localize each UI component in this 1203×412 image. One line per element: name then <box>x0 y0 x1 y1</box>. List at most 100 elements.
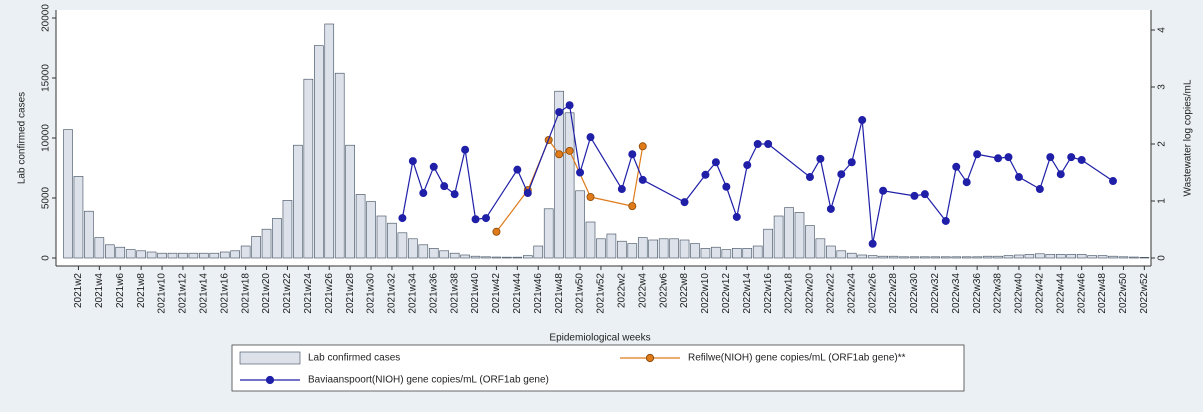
line-segment <box>454 149 466 195</box>
bar <box>1108 255 1118 259</box>
line-segment <box>830 174 842 210</box>
legend-label: Lab confirmed cases <box>308 353 400 364</box>
bar <box>84 210 94 259</box>
point <box>429 162 438 171</box>
point <box>680 198 689 207</box>
bar <box>313 45 324 259</box>
line-segment <box>412 160 424 194</box>
line-segment <box>966 154 978 183</box>
line-segment <box>883 190 915 197</box>
bar <box>940 256 951 259</box>
line-segment <box>485 169 518 219</box>
bar <box>627 243 638 259</box>
point <box>732 212 741 221</box>
bar <box>899 256 909 259</box>
x-tick-label: 2022w44 <box>1055 273 1066 314</box>
bar <box>731 248 742 259</box>
y2-tick-label: 4 <box>1157 27 1168 33</box>
point <box>481 214 490 223</box>
bar <box>418 244 429 259</box>
line-segment <box>872 190 884 244</box>
point <box>450 190 459 199</box>
point <box>586 133 595 142</box>
x-tick-label: 2021w4 <box>94 273 105 308</box>
point <box>722 182 731 191</box>
point <box>628 202 637 211</box>
legend <box>231 344 965 392</box>
x-tick-label: 2022w42 <box>1034 273 1045 314</box>
bar <box>648 239 659 259</box>
point <box>837 170 846 179</box>
point <box>638 142 647 151</box>
point <box>419 189 428 198</box>
bar <box>188 252 199 259</box>
legend-marker <box>265 375 275 385</box>
point <box>492 227 501 236</box>
x-tick-label: 2022w36 <box>972 273 983 314</box>
point <box>628 150 637 159</box>
x-tick-label: 2021w8 <box>136 273 147 308</box>
line-segment <box>1081 159 1114 182</box>
bar <box>439 250 450 259</box>
point <box>565 146 574 155</box>
bar <box>199 252 209 259</box>
line-segment <box>401 160 414 219</box>
bar <box>805 225 815 259</box>
point <box>826 204 835 213</box>
bar <box>920 256 930 259</box>
bar <box>512 256 523 259</box>
bar <box>742 248 753 259</box>
line-segment <box>715 162 727 187</box>
x-tick-label: 2022w28 <box>888 273 899 314</box>
bar <box>94 237 105 259</box>
x-tick-label: 2022w18 <box>784 273 795 314</box>
x-tick-label: 2022w8 <box>679 273 690 308</box>
point <box>753 139 762 148</box>
legend-swatch <box>239 351 301 365</box>
x-tick-label: 2022w46 <box>1076 273 1087 314</box>
x-tick-label: 2021w14 <box>198 273 209 314</box>
x-tick-label: 2021w38 <box>449 273 460 314</box>
y-tick-label: 5000 <box>41 186 52 209</box>
line-segment <box>924 193 947 222</box>
bar <box>784 207 794 259</box>
x-tick-label: 2022w34 <box>951 273 962 314</box>
bar <box>982 255 993 259</box>
point <box>805 173 814 182</box>
line-segment <box>861 120 874 244</box>
bar <box>815 238 826 259</box>
y-tick-label: 10000 <box>41 124 52 152</box>
x-tick-label: 2021w10 <box>157 273 168 314</box>
bar <box>1118 256 1129 259</box>
bar <box>930 256 941 259</box>
bar <box>1003 255 1014 259</box>
bar <box>878 255 888 259</box>
bar <box>846 252 857 259</box>
point <box>952 162 961 171</box>
y2-axis-title: Wastewater log copies/mL <box>1183 79 1194 196</box>
point <box>868 239 877 248</box>
point <box>576 168 585 177</box>
x-tick-label: 2021w26 <box>324 273 335 314</box>
x-tick-label: 2021w2 <box>73 273 84 308</box>
x-tick-label: 2021w18 <box>240 273 251 314</box>
line-segment <box>464 149 477 220</box>
point <box>555 108 564 117</box>
point <box>1046 153 1055 162</box>
x-tick-label: 2022w48 <box>1097 273 1108 314</box>
bar <box>564 112 575 259</box>
bar <box>178 252 188 259</box>
x-tick-label: 2021w28 <box>345 273 356 314</box>
line-segment <box>527 111 560 194</box>
point <box>555 150 564 159</box>
bar <box>637 237 648 259</box>
point <box>1004 153 1013 162</box>
bar <box>1087 255 1097 259</box>
x-tick-label: 2022w14 <box>742 273 753 314</box>
line-segment <box>945 166 957 222</box>
bar <box>376 215 387 259</box>
bar <box>230 250 240 259</box>
x-tick-label: 2021w20 <box>261 273 272 314</box>
point <box>879 186 888 195</box>
